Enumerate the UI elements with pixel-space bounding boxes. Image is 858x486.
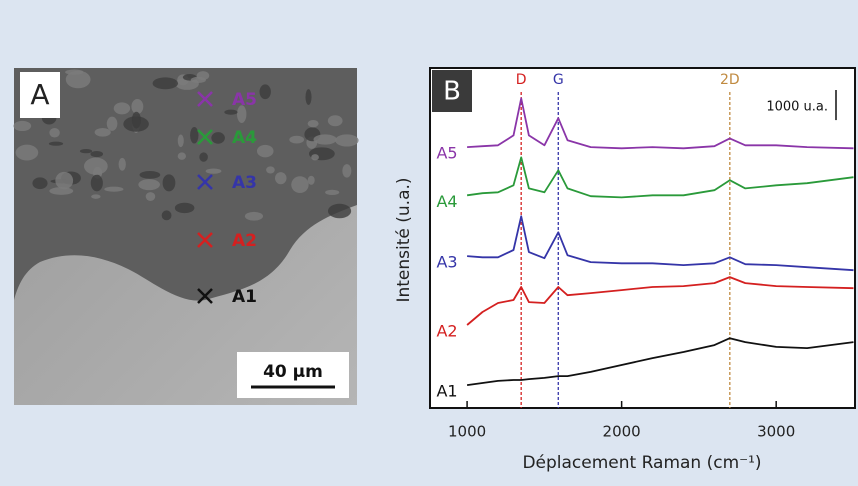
pore <box>244 211 264 221</box>
pore <box>190 76 206 83</box>
panel-label-box <box>20 72 60 118</box>
pore <box>106 116 118 131</box>
pore <box>79 149 93 154</box>
pore <box>91 194 101 199</box>
series-line <box>466 337 854 386</box>
series-label: A4 <box>436 192 457 211</box>
pore <box>224 109 238 115</box>
marker-cross <box>197 232 213 248</box>
pore <box>305 89 312 105</box>
x-tick-label: 3000 <box>757 423 795 441</box>
pore <box>65 69 84 75</box>
series-line <box>466 276 854 326</box>
pore <box>118 157 126 171</box>
marker-cross <box>197 288 213 304</box>
pore <box>123 116 149 132</box>
pore <box>190 126 199 144</box>
series-label: A5 <box>436 144 457 163</box>
series-label: A2 <box>436 321 457 340</box>
pore <box>313 134 337 145</box>
pore <box>13 120 32 132</box>
pore <box>237 105 247 124</box>
marker-cross <box>197 129 213 145</box>
pore <box>311 154 319 161</box>
pore <box>177 152 186 160</box>
pore <box>256 144 274 158</box>
pore <box>177 134 184 148</box>
pore <box>161 210 172 221</box>
marker-label: A2 <box>232 231 257 251</box>
series-label: A3 <box>436 253 457 272</box>
series-line <box>467 97 854 150</box>
panel-label-box <box>432 70 472 112</box>
pore <box>307 119 319 128</box>
marker-label: A5 <box>232 90 257 110</box>
pore <box>49 128 60 138</box>
micrograph: A A5 A4 A3 A2 A1 40 µm <box>13 68 359 405</box>
pore <box>55 171 74 190</box>
pore <box>90 174 103 192</box>
marker-cross <box>197 174 213 190</box>
x-tick-label: 2000 <box>603 423 641 441</box>
pore <box>342 164 352 178</box>
marker-label: A3 <box>232 173 257 193</box>
marker-label: A4 <box>232 128 257 148</box>
pore <box>32 177 48 190</box>
pore <box>162 174 176 192</box>
pore <box>90 150 104 158</box>
pore <box>48 141 64 146</box>
pore <box>266 166 275 174</box>
scale-bar-label: 1000 u.a. <box>766 100 828 115</box>
series-line <box>467 215 854 272</box>
pore <box>94 127 111 137</box>
pore <box>49 187 74 195</box>
pore <box>131 99 144 115</box>
pore <box>259 84 271 100</box>
pore <box>289 135 305 144</box>
panel-label: A <box>30 78 49 111</box>
marker-cross <box>197 91 213 107</box>
series-label: A1 <box>436 382 457 401</box>
y-axis-title: Intensité (u.a.) <box>394 177 414 302</box>
pore <box>113 102 131 115</box>
reference-label: 2D <box>720 72 740 88</box>
pore <box>211 132 225 144</box>
pore <box>274 172 287 185</box>
pore <box>104 186 124 192</box>
x-axis-title: Déplacement Raman (cm⁻¹) <box>522 453 761 473</box>
pore <box>307 175 315 185</box>
pore <box>138 179 160 191</box>
pore <box>65 70 91 89</box>
scale-box <box>237 352 349 398</box>
pore <box>84 157 108 175</box>
pore <box>327 115 343 127</box>
reference-label: G <box>553 72 564 88</box>
pore <box>291 176 309 194</box>
pore <box>199 152 208 162</box>
pore <box>152 77 179 90</box>
x-tick-label: 1000 <box>448 423 486 441</box>
pore <box>139 171 161 179</box>
pore <box>335 134 359 147</box>
series-line <box>466 156 854 199</box>
pore <box>145 192 156 201</box>
marker-label: A1 <box>232 287 257 307</box>
pore <box>15 144 39 161</box>
pore <box>174 202 195 214</box>
scale-label: 40 µm <box>263 362 323 382</box>
panel-label: B <box>443 77 461 107</box>
pore <box>205 168 222 174</box>
rough-region <box>14 68 357 301</box>
pore <box>325 189 340 195</box>
plot-frame <box>429 67 856 409</box>
reference-label: D <box>516 72 527 88</box>
pore <box>327 203 352 219</box>
